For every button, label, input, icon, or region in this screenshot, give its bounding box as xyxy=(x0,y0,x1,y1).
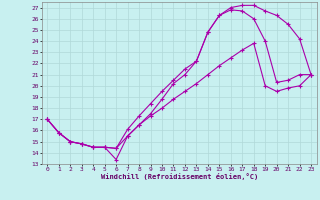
X-axis label: Windchill (Refroidissement éolien,°C): Windchill (Refroidissement éolien,°C) xyxy=(100,173,258,180)
